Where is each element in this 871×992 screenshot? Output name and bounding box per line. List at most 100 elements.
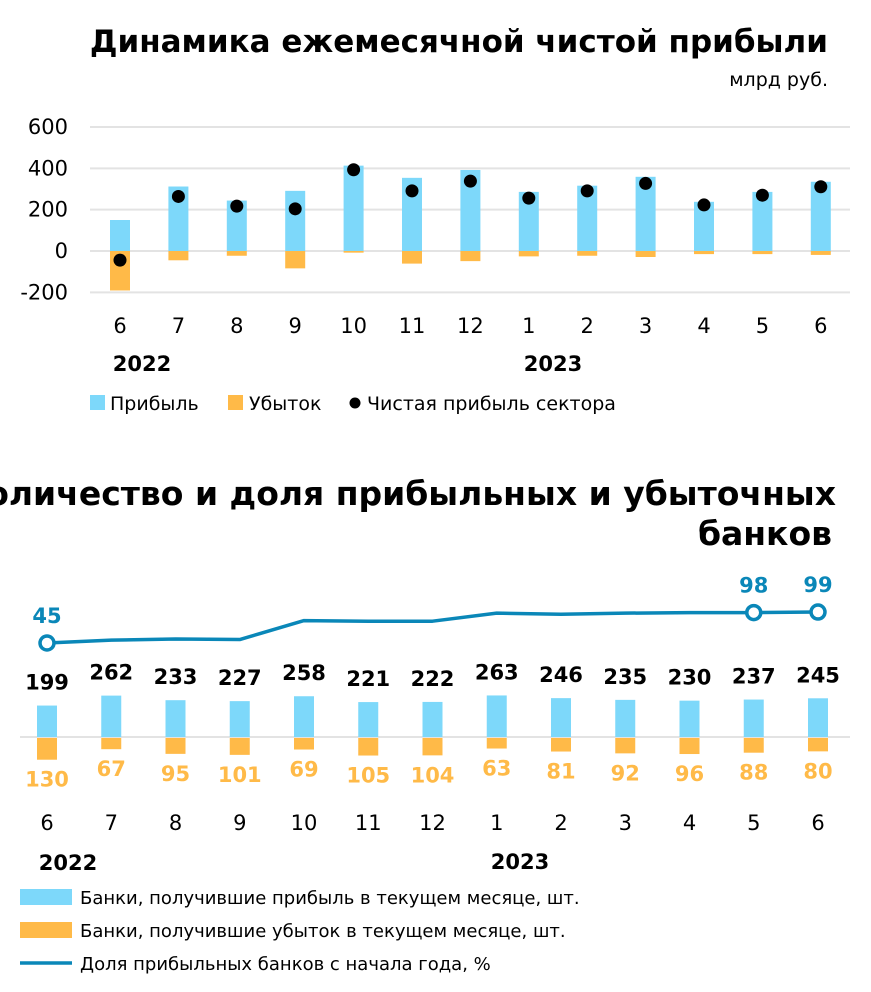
loss-bar xyxy=(518,251,539,257)
net-profit-point xyxy=(230,199,244,213)
loss-banks-bar xyxy=(37,738,57,760)
share-point xyxy=(38,634,56,652)
profitable-banks-bar xyxy=(743,699,764,737)
profitable-banks-label: 246 xyxy=(539,663,583,687)
x-tick-label: 5 xyxy=(747,811,760,835)
net-profit-point xyxy=(463,174,477,188)
net-profit-point xyxy=(697,198,711,212)
profit-bar xyxy=(460,169,481,251)
profit-bar xyxy=(343,165,364,251)
profit-bar xyxy=(285,190,306,251)
profitable-banks-label: 258 xyxy=(282,661,326,685)
profit-bar xyxy=(752,191,773,251)
profit-bar xyxy=(577,185,598,251)
loss-banks-label: 96 xyxy=(675,762,704,786)
chart1-unit: млрд руб. xyxy=(729,69,828,91)
net-profit-point xyxy=(288,202,302,216)
year-label: 2022 xyxy=(39,851,97,875)
profit-bar xyxy=(402,177,422,251)
x-tick-label: 9 xyxy=(233,811,246,835)
profitable-banks-bar xyxy=(101,695,122,737)
profitable-banks-bar xyxy=(165,700,186,737)
profit-bar xyxy=(810,181,831,251)
profitable-banks-bar xyxy=(486,695,507,737)
net-profit-point xyxy=(522,191,536,205)
year-label: 2023 xyxy=(491,850,549,874)
x-tick-label: 12 xyxy=(419,811,446,835)
profitable-banks-label: 230 xyxy=(668,666,712,690)
loss-bar xyxy=(460,251,481,262)
loss-bar xyxy=(635,251,656,257)
y-tick-label: 0 xyxy=(55,239,68,263)
profitable-banks-bar xyxy=(358,702,379,737)
loss-bar xyxy=(577,251,598,256)
x-tick-label: 2 xyxy=(581,314,594,338)
profitable-banks-bar xyxy=(422,701,443,737)
profitable-banks-bar xyxy=(615,699,636,737)
share-label: 99 xyxy=(803,573,832,597)
loss-bar xyxy=(810,251,831,255)
x-tick-label: 1 xyxy=(522,314,535,338)
loss-bar xyxy=(168,251,189,261)
loss-banks-bar xyxy=(551,738,571,752)
loss-banks-bar xyxy=(615,738,636,754)
y-tick-label: 400 xyxy=(28,156,68,180)
profitable-banks-label: 199 xyxy=(25,671,69,695)
x-tick-label: 1 xyxy=(490,811,503,835)
loss-banks-bar xyxy=(679,738,700,755)
loss-banks-label: 67 xyxy=(97,757,126,781)
share-line xyxy=(46,610,819,645)
x-tick-label: 4 xyxy=(697,314,710,338)
x-tick-label: 2 xyxy=(554,811,567,835)
x-tick-label: 6 xyxy=(113,314,126,338)
loss-banks-label: 63 xyxy=(482,757,511,781)
profit-bar xyxy=(110,220,130,251)
loss-banks-label: 95 xyxy=(161,762,190,786)
x-tick-label: 10 xyxy=(291,811,318,835)
loss-banks-bar xyxy=(422,738,443,756)
legend-swatch-net xyxy=(349,397,361,409)
legend-swatch-loss xyxy=(228,395,243,410)
profitable-banks-label: 222 xyxy=(411,667,455,691)
chart2-title-line1: Количество и доля прибыльных и убыточных xyxy=(0,474,836,513)
legend-label-profitable: Банки, получившие прибыль в текущем меся… xyxy=(80,888,580,909)
x-tick-label: 4 xyxy=(683,811,696,835)
profitable-banks-label: 263 xyxy=(475,660,519,684)
x-tick-label: 6 xyxy=(814,314,827,338)
loss-banks-bar xyxy=(101,738,122,750)
profitable-banks-label: 237 xyxy=(732,665,776,689)
loss-banks-bar xyxy=(808,738,828,752)
loss-banks-bar xyxy=(165,738,186,754)
x-tick-label: 6 xyxy=(811,811,824,835)
y-tick-label: -200 xyxy=(20,280,68,304)
loss-bar xyxy=(694,251,714,255)
x-tick-label: 8 xyxy=(169,811,182,835)
profitable-banks-label: 235 xyxy=(603,665,647,689)
chart2-plot: 1991306262677233958227101925869102211051… xyxy=(20,573,850,975)
x-tick-label: 12 xyxy=(457,314,484,338)
net-profit-point xyxy=(580,184,594,198)
year-label: 2022 xyxy=(113,352,171,376)
profitable-banks-bar xyxy=(808,698,828,737)
chart2-title-line2: банков xyxy=(698,514,832,553)
profitable-banks-bar xyxy=(679,700,700,737)
x-tick-label: 11 xyxy=(355,811,382,835)
legend-label-loss: Убыток xyxy=(249,393,321,415)
profitable-banks-bar xyxy=(294,696,314,737)
profitable-banks-label: 227 xyxy=(218,666,262,690)
legend-swatch-profit xyxy=(90,395,105,410)
x-tick-label: 7 xyxy=(172,314,185,338)
loss-banks-label: 104 xyxy=(411,763,455,787)
loss-bar xyxy=(285,251,306,269)
loss-banks-bar xyxy=(486,738,507,749)
profit-bar xyxy=(226,200,247,251)
profitable-banks-label: 221 xyxy=(346,667,390,691)
legend-label-net: Чистая прибыль сектора xyxy=(367,393,616,415)
legend-label-loss: Банки, получившие убыток в текущем месяц… xyxy=(80,921,566,942)
loss-bar xyxy=(343,251,364,253)
profit-bar xyxy=(635,176,656,251)
x-tick-label: 6 xyxy=(40,811,53,835)
share-label: 45 xyxy=(32,604,61,628)
profit-bar xyxy=(168,186,189,251)
